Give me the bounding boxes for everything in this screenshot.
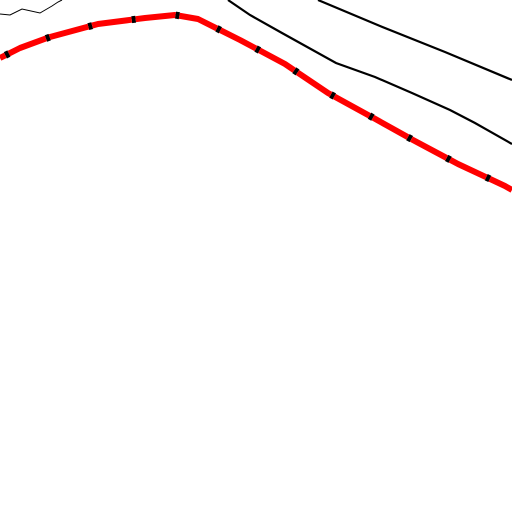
- highlighted-route[interactable]: [0, 11, 512, 194]
- route-line: [0, 12, 512, 193]
- contour-line-lower: [227, 0, 512, 145]
- contour-line-upper: [317, 0, 512, 82]
- boundary-line: [0, 0, 63, 16]
